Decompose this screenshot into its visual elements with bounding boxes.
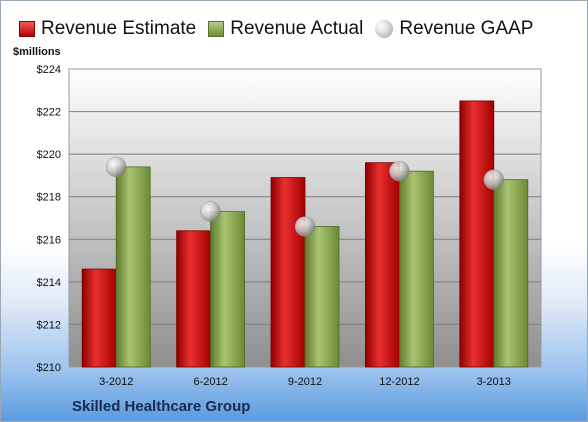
marker-revenue-gaap [294,216,316,237]
y-axis-unit-label: $millions [13,46,61,58]
legend-swatch-red [19,21,35,37]
bar-revenue-actual [493,179,529,368]
legend-item-revenue-actual: Revenue Actual [208,18,363,40]
x-tick-label: 3-2012 [99,376,133,388]
legend-swatch-green [208,21,225,37]
marker-revenue-gaap [483,169,505,190]
y-tick-label: $220 [37,149,61,161]
bar-revenue-actual [115,166,151,368]
bar-revenue-estimate [459,100,495,368]
bar-revenue-actual [398,170,434,368]
y-tick-label: $212 [37,319,61,331]
marker-revenue-gaap [389,160,410,182]
y-tick-label: $216 [37,234,61,246]
x-tick-label: 9-2012 [288,376,322,388]
y-tick-label: $210 [37,362,61,374]
y-tick-label: $222 [37,107,61,119]
x-tick-label: 3-2013 [477,376,511,388]
legend: Revenue Estimate Revenue Actual Revenue … [19,15,545,43]
y-tick-label: $214 [37,277,61,289]
y-tick-label: $218 [37,192,61,204]
bar-revenue-estimate [270,177,306,368]
bar-revenue-actual [210,211,246,368]
bar-revenue-estimate [364,162,400,368]
y-tick-label: $224 [37,64,61,76]
legend-swatch-gaap [375,20,394,38]
bar-revenue-actual [304,226,340,368]
bar-revenue-estimate [176,230,212,368]
x-tick-label: 12-2012 [379,376,419,388]
x-tick-label: 6-2012 [193,376,227,388]
bar-revenue-estimate [81,268,117,368]
company-name: Skilled Healthcare Group [72,398,251,415]
legend-item-revenue-gaap: Revenue GAAP [375,18,533,40]
marker-revenue-gaap [105,156,127,178]
legend-label-revenue-gaap: Revenue GAAP [399,18,534,39]
legend-label-revenue-actual: Revenue Actual [230,18,364,39]
legend-item-revenue-estimate: Revenue Estimate [19,18,196,40]
legend-label-revenue-estimate: Revenue Estimate [41,18,197,39]
marker-revenue-gaap [200,201,221,222]
